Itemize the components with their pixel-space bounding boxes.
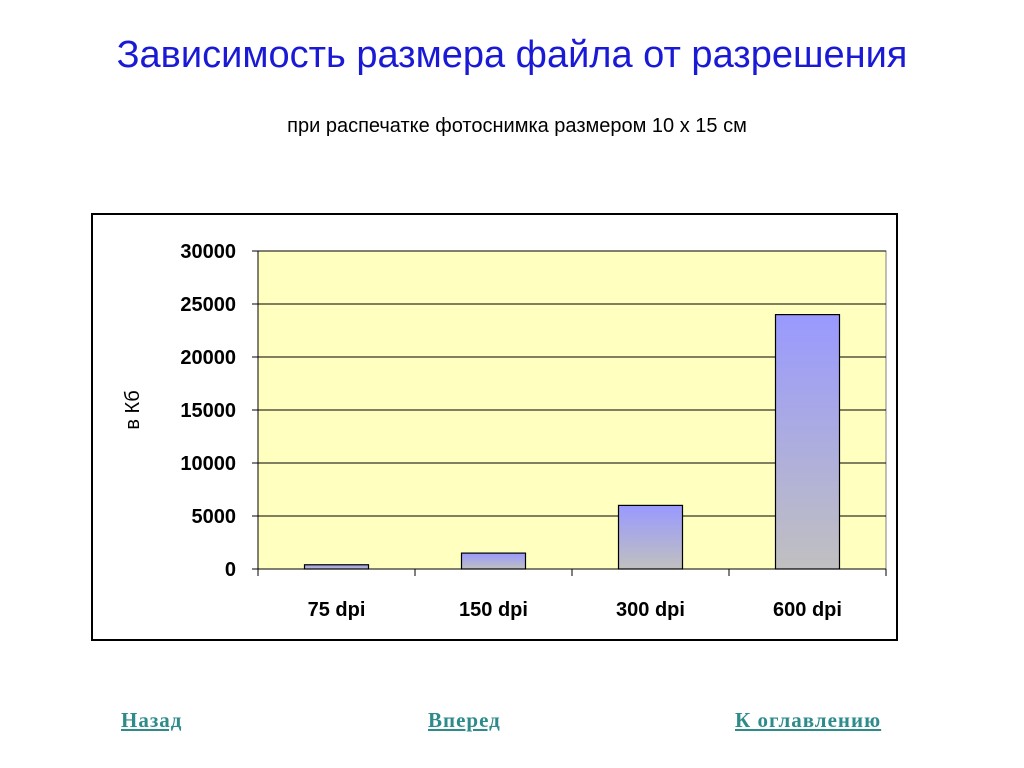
y-tick-label: 25000 [180,294,236,316]
bar-75-dpi [303,564,370,570]
y-tick-label: 15000 [180,400,236,422]
y-tick-label: 20000 [180,347,236,369]
y-axis-title: в Кб [122,390,144,429]
x-category-label: 600 dpi [773,599,842,621]
y-tick-label: 10000 [180,453,236,475]
page-title: Зависимость размера файла от разрешения [116,34,908,76]
x-category-label: 75 dpi [308,599,366,621]
bar-150-dpi [460,552,527,570]
forward-link[interactable]: Вперед [428,708,501,732]
axes [252,250,887,576]
labels: 0 5000 10000 15000 20000 25000 30000 75 dpi 150 … [122,241,842,621]
y-tick-label: 5000 [192,506,237,528]
page-subtitle: при распечатке фотоснимка размером 10 х … [287,115,747,137]
bar-300-dpi [617,504,684,570]
table-of-contents-link[interactable]: К оглавлению [735,708,882,732]
bars [303,314,841,570]
y-tick-label: 30000 [180,241,236,263]
x-category-label: 300 dpi [616,599,685,621]
bar-600-dpi [774,314,841,570]
y-tick-label: 0 [225,559,236,581]
x-category-label: 150 dpi [459,599,528,621]
back-link[interactable]: Назад [121,708,183,732]
